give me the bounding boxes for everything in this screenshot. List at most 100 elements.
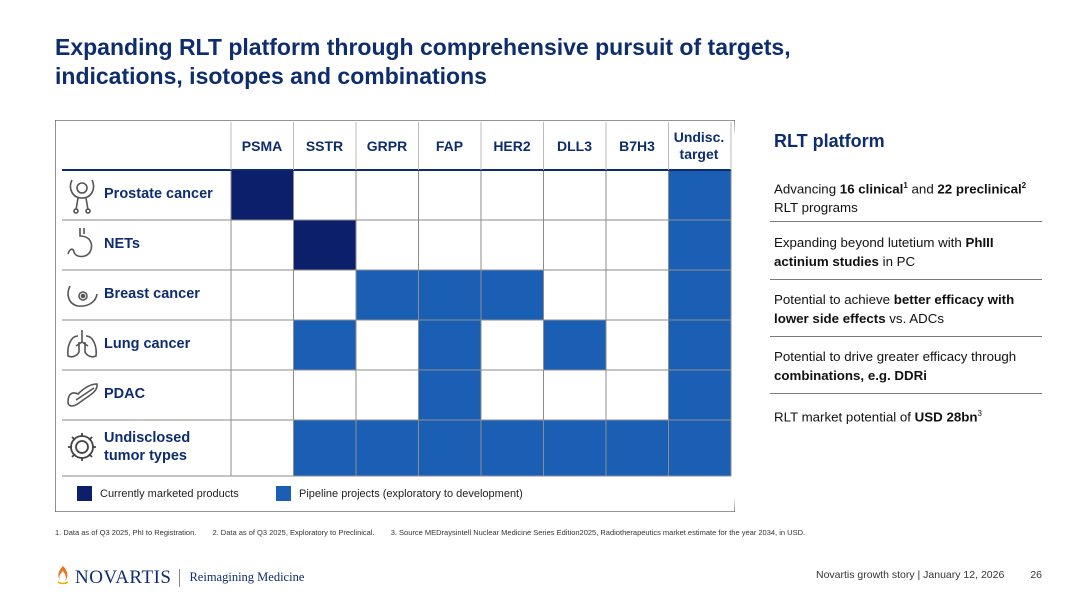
bullet-market-potential: RLT market potential of USD 28bn3 <box>774 404 1044 426</box>
matrix-cell-empty <box>356 370 419 420</box>
matrix-cell-pipeline <box>668 320 731 370</box>
matrix-cell-pipeline <box>668 370 731 420</box>
matrix-cell-pipeline <box>418 420 481 476</box>
bullet-bold: PhIII actinium studies <box>774 235 994 269</box>
matrix-cell-marketed <box>293 220 356 270</box>
row-label-undisclosed-tumor-types: Undisclosed tumor types <box>62 419 230 475</box>
matrix-cell-empty <box>543 220 606 270</box>
matrix-grid <box>55 120 735 512</box>
row-label-text: NETs <box>104 236 140 252</box>
side-panel-title: RLT platform <box>774 131 885 151</box>
matrix-cell-empty <box>231 220 294 270</box>
bullet-text: in PC <box>878 254 916 269</box>
stomach-icon <box>62 224 102 264</box>
matrix-cell-empty <box>418 170 481 220</box>
bullet-text: RLT programs <box>774 200 858 216</box>
logo-divider <box>179 568 181 587</box>
title-line-1: Expanding RLT platform through comprehen… <box>55 34 791 60</box>
footer-text: Novartis growth story | January 12, 2026 <box>815 569 1005 581</box>
title-line-2: indications, isotopes and combinations <box>55 63 487 89</box>
matrix-cell-empty <box>293 170 356 220</box>
row-label-nets: NETs <box>62 219 230 269</box>
footnotes: 1. Data as of Q3 2025, PhI to Registrati… <box>55 528 819 537</box>
matrix-cell-empty <box>356 220 419 270</box>
matrix-cell-pipeline <box>356 270 419 320</box>
footnote-ref: 1 <box>903 181 908 190</box>
bullet-text: Potential to achieve <box>774 292 894 307</box>
novartis-logo: NOVARTIS Reimagining Medicine <box>55 565 304 590</box>
matrix-cell-empty <box>543 270 606 320</box>
matrix-cell-empty <box>356 170 419 220</box>
row-label-prostate-cancer: Prostate cancer <box>62 169 230 219</box>
matrix-cell-pipeline <box>293 320 356 370</box>
matrix-cell-pipeline <box>668 270 731 320</box>
matrix-cell-empty <box>481 220 544 270</box>
gear-icon <box>62 427 102 467</box>
col-header-grpr: GRPR <box>366 137 408 154</box>
matrix-cell-empty <box>231 370 294 420</box>
col-header-fap: FAP <box>435 137 464 154</box>
col-header-b7h3: B7H3 <box>619 137 655 154</box>
footnote-ref: 3 <box>977 409 982 418</box>
bullet-actinium: Expanding beyond lutetium with PhIII act… <box>774 233 1044 271</box>
divider <box>770 279 1042 280</box>
matrix-cell-pipeline <box>606 420 669 476</box>
matrix-cell-pipeline <box>481 270 544 320</box>
row-label-text: Undisclosed tumor types <box>104 430 191 464</box>
bullet-bold: combinations, e.g. DDRi <box>774 368 927 383</box>
matrix-cell-pipeline <box>668 420 731 476</box>
matrix-cell-pipeline <box>668 170 731 220</box>
matrix-cell-empty <box>231 270 294 320</box>
matrix-cell-empty <box>356 320 419 370</box>
matrix-cell-empty <box>481 370 544 420</box>
bullet-text: Expanding beyond lutetium with <box>774 235 966 250</box>
footnote-1: 1. Data as of Q3 2025, PhI to Registrati… <box>55 528 197 537</box>
prostate-icon <box>62 174 102 214</box>
lungs-icon <box>62 324 102 364</box>
matrix-cell-pipeline <box>481 420 544 476</box>
matrix-cell-pipeline <box>543 320 606 370</box>
footnote-ref: 2 <box>1021 181 1027 190</box>
legend-pipeline: Pipeline projects (exploratory to develo… <box>276 486 523 501</box>
row-label-pdac: PDAC <box>62 369 230 419</box>
col-header-undisclosed-target: Undisc. target <box>673 129 725 162</box>
legend-swatch-marketed <box>77 486 92 501</box>
bullet-bold: USD 28bn <box>914 409 978 425</box>
row-label-text: Lung cancer <box>104 336 191 352</box>
matrix-cell-empty <box>231 420 294 476</box>
row-label-text: Prostate cancer <box>104 186 213 202</box>
matrix-cell-empty <box>606 370 669 420</box>
bullet-text: Advancing <box>774 181 840 197</box>
footer: Novartis growth story | January 12, 2026… <box>816 569 1042 581</box>
target-indication-matrix <box>55 120 735 512</box>
matrix-cell-pipeline <box>668 220 731 270</box>
matrix-cell-empty <box>293 270 356 320</box>
row-label-lung-cancer: Lung cancer <box>62 319 230 369</box>
matrix-cell-marketed <box>231 170 294 220</box>
bullet-efficacy: Potential to achieve better efficacy wit… <box>774 290 1044 328</box>
matrix-cell-pipeline <box>418 270 481 320</box>
flame-icon <box>55 565 71 590</box>
matrix-cell-empty <box>481 170 544 220</box>
matrix-cell-empty <box>543 370 606 420</box>
matrix-cell-pipeline <box>293 420 356 476</box>
bullet-text: RLT market potential of <box>774 409 915 425</box>
matrix-cell-pipeline <box>356 420 419 476</box>
matrix-cell-pipeline <box>418 370 481 420</box>
footnote-3: 3. Source MEDraysintell Nuclear Medicine… <box>390 528 806 537</box>
matrix-cell-empty <box>418 220 481 270</box>
matrix-cell-pipeline <box>543 420 606 476</box>
divider <box>770 221 1042 222</box>
bullet-text: and <box>907 181 938 197</box>
legend-swatch-pipeline <box>276 486 291 501</box>
col-header-sstr: SSTR <box>305 137 344 154</box>
matrix-cell-empty <box>606 170 669 220</box>
col-header-her2: HER2 <box>493 137 531 154</box>
row-label-text: PDAC <box>104 386 146 402</box>
matrix-cell-pipeline <box>418 320 481 370</box>
slide-title: Expanding RLT platform through comprehen… <box>55 33 1005 91</box>
matrix-cell-empty <box>606 270 669 320</box>
bullet-bold: 16 clinical <box>839 181 904 197</box>
bullet-combinations: Potential to drive greater efficacy thro… <box>774 347 1044 385</box>
bullet-bold: better efficacy with lower side effects <box>774 292 1015 326</box>
